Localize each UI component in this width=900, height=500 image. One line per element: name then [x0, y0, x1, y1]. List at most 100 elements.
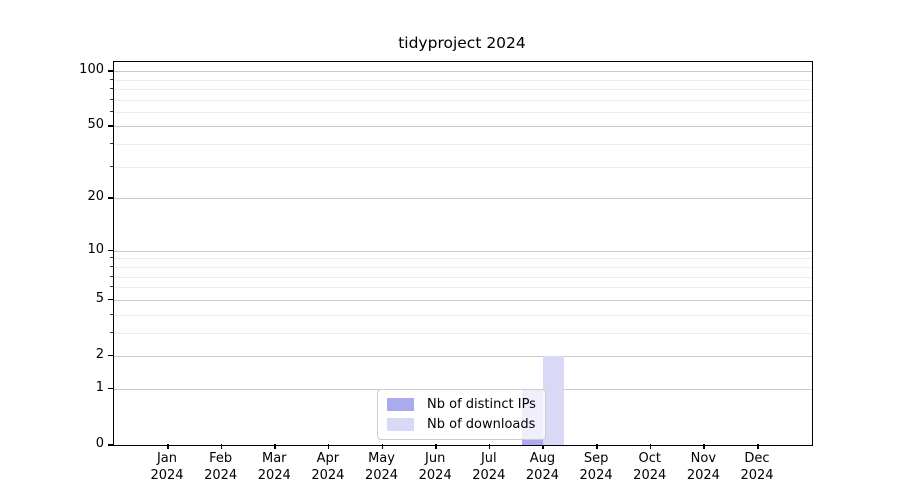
x-tick-label: Jul 2024: [457, 451, 521, 484]
x-tick-label: Jun 2024: [403, 451, 467, 484]
gridline-minor: [114, 287, 812, 289]
y-tick-mark: [108, 197, 113, 199]
x-tick-mark: [649, 444, 652, 449]
x-tick-year: 2024: [686, 467, 720, 483]
x-tick-month: Jan: [156, 451, 178, 466]
x-tick-month: Feb: [209, 451, 233, 466]
chart-title: tidyproject 2024: [398, 34, 526, 52]
x-tick-year: 2024: [472, 467, 506, 483]
x-tick-year: 2024: [579, 467, 613, 483]
x-tick-year: 2024: [204, 467, 238, 483]
x-tick-year: 2024: [150, 467, 184, 483]
y-tick-label: 1: [95, 379, 104, 395]
y-minor-tick-mark: [110, 331, 113, 333]
legend-item: Nb of distinct IPs: [387, 397, 536, 412]
gridline-major: [114, 299, 812, 301]
legend-swatch-icon: [387, 418, 414, 431]
x-tick-month: Apr: [316, 451, 340, 466]
x-tick-label: Feb 2024: [189, 451, 253, 484]
y-tick-mark: [108, 387, 113, 390]
x-tick-label: Jan 2024: [135, 451, 199, 484]
x-tick-month: May: [368, 451, 395, 466]
legend-item: Nb of downloads: [387, 417, 536, 432]
x-tick-label: Dec 2024: [725, 451, 789, 484]
legend: Nb of distinct IPs Nb of downloads: [377, 389, 546, 440]
x-tick-label: Sep 2024: [564, 451, 628, 484]
y-minor-tick-mark: [110, 313, 113, 315]
x-tick-month: Nov: [690, 451, 717, 466]
y-minor-tick-mark: [110, 265, 113, 267]
gridline-minor: [114, 332, 812, 334]
legend-label: Nb of distinct IPs: [427, 397, 536, 412]
y-minor-tick-mark: [110, 110, 113, 112]
y-tick-mark: [108, 354, 113, 357]
bar-nb-of-downloads: [543, 355, 565, 445]
y-minor-tick-mark: [110, 143, 113, 145]
gridline-minor: [114, 258, 812, 260]
y-minor-tick-mark: [110, 87, 113, 89]
gridline-major: [114, 71, 812, 73]
x-tick-mark: [274, 444, 276, 449]
x-tick-year: 2024: [311, 467, 345, 483]
y-minor-tick-mark: [110, 78, 113, 80]
x-tick-mark: [488, 444, 491, 449]
gridline-minor: [114, 266, 812, 268]
x-tick-label: Apr 2024: [296, 451, 360, 484]
y-tick-label: 10: [87, 241, 104, 257]
y-minor-tick-mark: [110, 286, 113, 288]
x-tick-mark: [327, 444, 330, 449]
x-tick-month: Sep: [583, 451, 609, 466]
x-tick-mark: [220, 444, 223, 449]
y-tick-label: 5: [95, 290, 104, 306]
x-tick-year: 2024: [364, 467, 399, 483]
y-minor-tick-mark: [110, 257, 113, 259]
y-tick-label: 100: [79, 62, 104, 78]
x-tick-month: Jul: [480, 451, 497, 466]
legend-label: Nb of downloads: [427, 417, 536, 432]
x-tick-mark: [167, 444, 169, 449]
y-tick-mark: [108, 298, 113, 301]
y-tick-label: 0: [95, 436, 104, 451]
gridline-major: [114, 355, 812, 357]
x-tick-label: Mar 2024: [242, 451, 306, 484]
y-minor-tick-mark: [110, 165, 113, 167]
x-tick-mark: [757, 444, 759, 449]
x-tick-month: Mar: [262, 451, 287, 466]
gridline-major: [114, 250, 812, 252]
x-tick-mark: [542, 444, 544, 449]
y-tick-label: 2: [95, 346, 104, 362]
gridline-minor: [114, 99, 812, 101]
x-tick-year: 2024: [257, 467, 291, 483]
x-tick-mark: [435, 444, 437, 449]
gridline-major: [114, 126, 812, 128]
gridline-minor: [114, 111, 812, 113]
gridline-minor: [114, 166, 812, 168]
x-tick-year: 2024: [525, 467, 559, 483]
gridline-minor: [114, 144, 812, 146]
x-tick-year: 2024: [740, 467, 774, 483]
plot-area: Nb of distinct IPs Nb of downloads: [113, 61, 813, 446]
y-tick-mark: [108, 125, 113, 127]
x-tick-month: Aug: [529, 451, 556, 466]
y-tick-label: 50: [87, 117, 104, 133]
gridline-minor: [114, 276, 812, 278]
y-minor-tick-mark: [110, 98, 113, 100]
x-tick-label: Nov 2024: [671, 451, 735, 484]
y-minor-tick-mark: [110, 275, 113, 277]
x-tick-month: Jun: [425, 451, 446, 466]
x-tick-label: Oct 2024: [618, 451, 682, 484]
x-tick-year: 2024: [418, 467, 452, 483]
gridline-minor: [114, 314, 812, 316]
x-tick-label: Aug 2024: [510, 451, 574, 484]
x-tick-month: Dec: [744, 451, 770, 466]
x-tick-label: May 2024: [350, 451, 414, 484]
y-tick-mark: [108, 444, 113, 446]
gridline-minor: [114, 79, 812, 81]
y-tick-mark: [108, 70, 113, 72]
x-tick-year: 2024: [633, 467, 667, 483]
x-tick-month: Oct: [638, 451, 661, 466]
x-tick-mark: [381, 444, 384, 449]
gridline-major: [114, 198, 812, 200]
y-tick-mark: [108, 249, 113, 252]
